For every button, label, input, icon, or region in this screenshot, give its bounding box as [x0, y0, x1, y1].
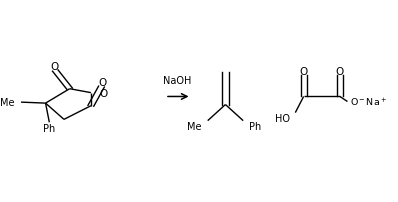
Text: O$^-$Na$^+$: O$^-$Na$^+$	[350, 96, 387, 108]
Text: O: O	[336, 67, 344, 77]
Text: O: O	[99, 88, 107, 98]
Text: Ph: Ph	[249, 121, 261, 131]
Text: O: O	[300, 67, 308, 77]
Text: O: O	[50, 62, 58, 72]
Text: Me: Me	[187, 121, 202, 131]
Text: Ph: Ph	[43, 123, 55, 133]
Text: O: O	[98, 78, 106, 88]
Text: NaOH: NaOH	[163, 76, 192, 86]
Text: Me: Me	[0, 97, 14, 107]
Text: HO: HO	[275, 114, 291, 124]
